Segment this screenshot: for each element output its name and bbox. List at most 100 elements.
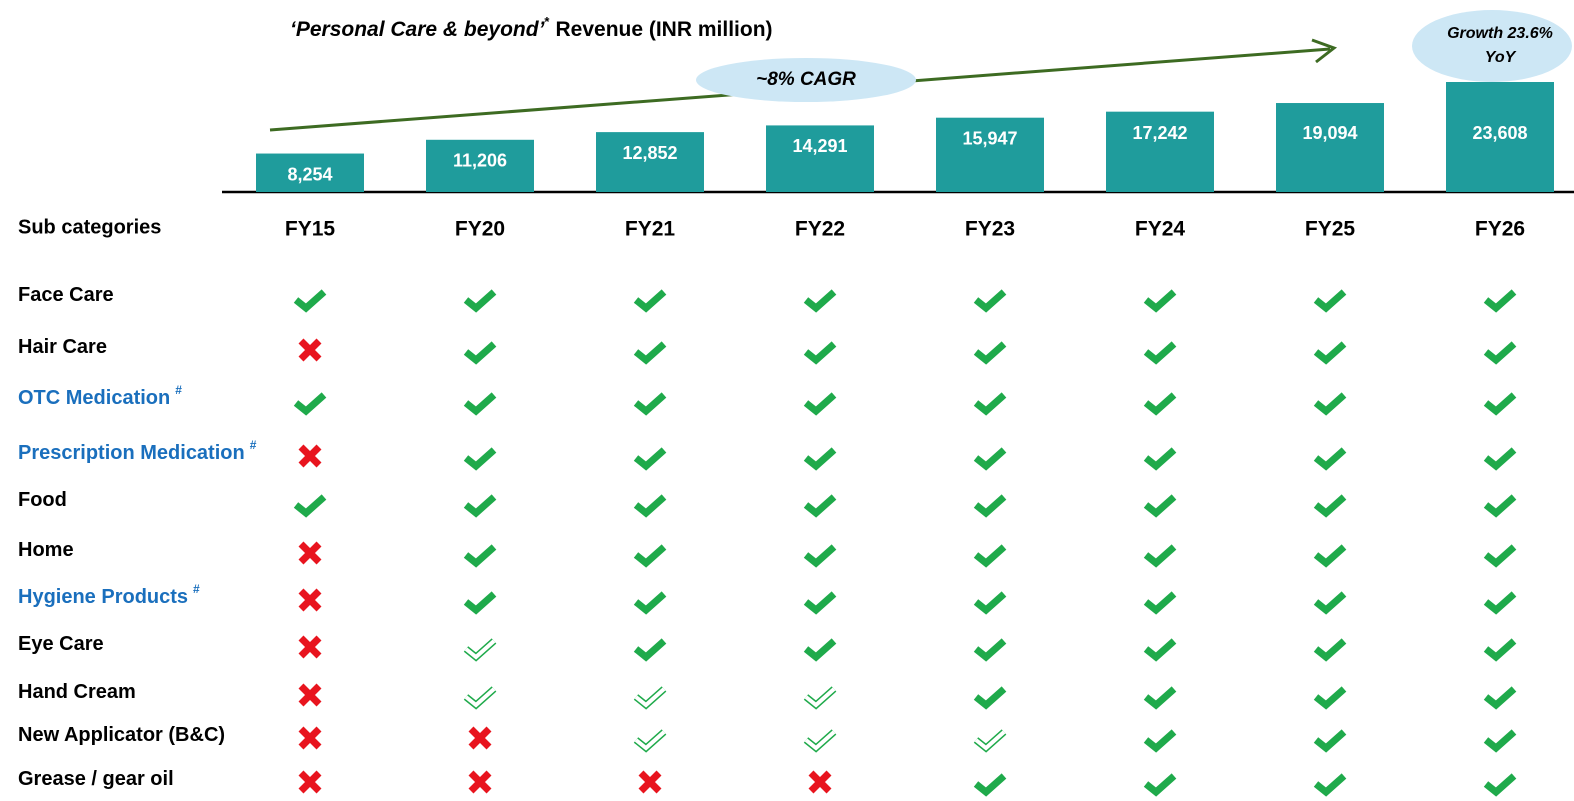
check-full (1143, 392, 1177, 416)
status-icon (1483, 494, 1517, 518)
status-icon (633, 544, 667, 568)
check-full (803, 591, 837, 615)
status-icon (973, 289, 1007, 313)
check-full (1483, 729, 1517, 753)
check-full (463, 341, 497, 365)
status-icon (1143, 773, 1177, 797)
title-mark: * (544, 14, 550, 29)
check-full (1313, 773, 1347, 797)
chart-title: ‘Personal Care & beyond’* Revenue (INR mi… (290, 14, 773, 40)
cross (468, 726, 492, 750)
status-icon (633, 494, 667, 518)
row-marker: # (250, 438, 257, 452)
status-icon (633, 591, 667, 615)
check-full (1483, 392, 1517, 416)
status-icon (1483, 591, 1517, 615)
check-full (463, 494, 497, 518)
status-icon (1313, 686, 1347, 710)
check-full (973, 289, 1007, 313)
status-icon (463, 289, 497, 313)
cross (298, 683, 322, 707)
status-icon (1143, 341, 1177, 365)
check-full (1143, 341, 1177, 365)
status-icon (1483, 544, 1517, 568)
column-header: FY15 (285, 218, 336, 241)
row-label-text: Prescription Medication (18, 442, 245, 464)
column-header: FY26 (1475, 218, 1525, 241)
row-marker: # (193, 582, 200, 596)
status-icon (1483, 392, 1517, 416)
value-label: 17,242 (1132, 123, 1187, 143)
check-full (803, 447, 837, 471)
value-label: 23,608 (1472, 123, 1527, 143)
check-full (293, 392, 327, 416)
check-full (1313, 392, 1347, 416)
status-icon (803, 289, 837, 313)
status-icon (973, 494, 1007, 518)
cross (638, 770, 662, 794)
column-header: FY20 (455, 218, 505, 241)
status-icon (463, 544, 497, 568)
check-full (1483, 686, 1517, 710)
check-full (1313, 729, 1347, 753)
growth-label: Growth 23.6% YoY (1447, 25, 1553, 66)
status-icon (1313, 773, 1347, 797)
check-full (1313, 544, 1347, 568)
status-icon (973, 392, 1007, 416)
cross (298, 338, 322, 362)
status-icon (1483, 638, 1517, 662)
row-label-text: Eye Care (18, 633, 104, 655)
status-icon (803, 341, 837, 365)
check-full (633, 638, 667, 662)
status-icon (1143, 544, 1177, 568)
check-full (803, 638, 837, 662)
status-icon (1483, 773, 1517, 797)
status-icon (1313, 289, 1347, 313)
arrow-head (1311, 38, 1338, 64)
title-emphasis: ‘Personal Care & beyond’ (290, 18, 546, 41)
column-header: FY24 (1135, 218, 1186, 241)
row-label: Face Care (18, 284, 114, 306)
check-full (293, 494, 327, 518)
row-label: Grease / gear oil (18, 768, 174, 790)
cross (298, 541, 322, 565)
cross (298, 588, 322, 612)
status-icon (298, 588, 322, 612)
check-full (463, 544, 497, 568)
status-icon (1313, 544, 1347, 568)
status-icon (1483, 289, 1517, 313)
status-icon (1483, 447, 1517, 471)
status-icon (1143, 686, 1177, 710)
status-icon (638, 770, 662, 794)
cagr-label: ~8% CAGR (756, 69, 856, 90)
check-full (463, 591, 497, 615)
row-label: Food (18, 489, 67, 511)
check-full (973, 544, 1007, 568)
row-label-text: Hygiene Products (18, 586, 188, 608)
status-icon (298, 683, 322, 707)
row-label: OTC Medication # (18, 383, 182, 409)
status-icon (298, 635, 322, 659)
status-icon (463, 447, 497, 471)
row-label-text: Hand Cream (18, 681, 136, 703)
check-full (633, 392, 667, 416)
status-icon (298, 338, 322, 362)
check-full (1483, 447, 1517, 471)
row-label-text: Face Care (18, 284, 114, 306)
status-icon (1483, 686, 1517, 710)
check-full (803, 289, 837, 313)
cross (298, 635, 322, 659)
status-icon (1143, 494, 1177, 518)
status-icon (293, 392, 327, 416)
check-open-inner (464, 687, 496, 708)
row-label-text: OTC Medication (18, 387, 170, 409)
check-full (633, 591, 667, 615)
cross (298, 770, 322, 794)
check-full (1143, 686, 1177, 710)
status-icon (973, 773, 1007, 797)
value-label: 8,254 (287, 164, 332, 184)
status-icon (803, 447, 837, 471)
check-full (1143, 638, 1177, 662)
column-header: FY25 (1305, 218, 1356, 241)
